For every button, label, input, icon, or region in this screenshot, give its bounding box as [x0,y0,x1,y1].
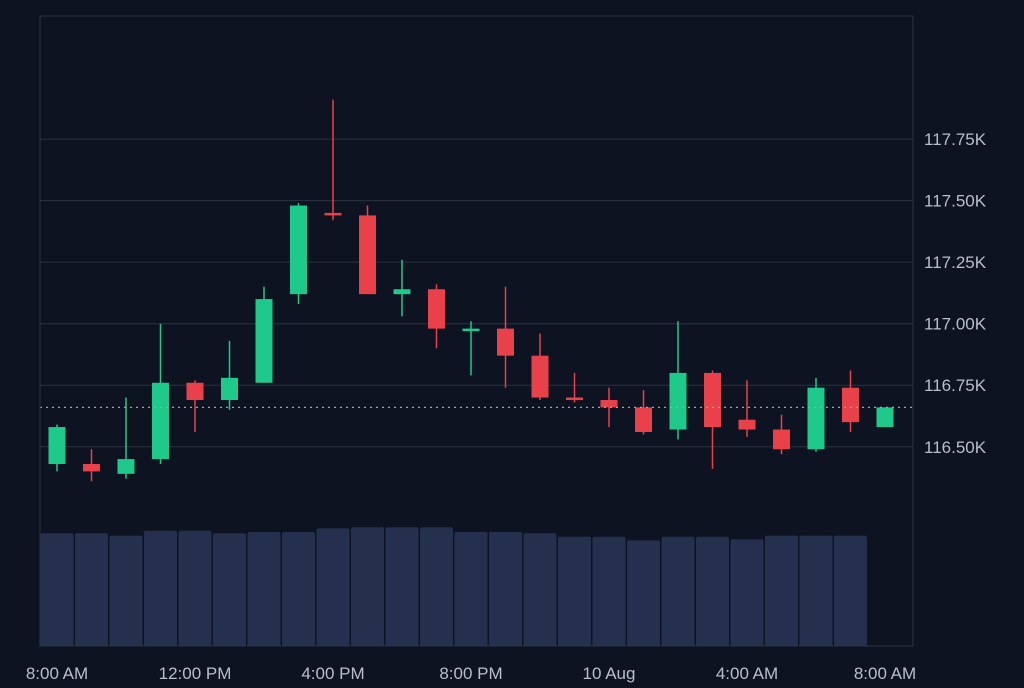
candle-up [117,397,135,479]
volume-bar [627,540,660,646]
candle-body [48,427,66,464]
candle-down [186,380,204,432]
candle-up [393,259,411,317]
x-tick-label: 8:00 AM [854,664,916,683]
candle-body [704,372,721,428]
candle-body [359,215,376,295]
volume-bar [247,532,281,646]
y-tick-label: 116.50K [924,438,987,457]
volume-bar [696,536,729,646]
candle-down [359,205,376,295]
candle-body [324,212,342,216]
candle-up [876,407,894,428]
candle-down [324,99,342,221]
candle-body [152,382,169,460]
volume-bar [178,530,212,646]
candle-body [497,328,514,356]
volume-bar [765,535,798,646]
x-tick-label: 8:00 AM [26,664,88,683]
volume-bar [834,535,867,646]
candles [48,99,894,482]
x-axis: 8:00 AM 12:00 PM 4:00 PM 8:00 PM 10 Aug 4:00 … [26,664,916,683]
y-tick-label: 116.75K [924,376,987,395]
y-axis: 116.50K 116.75K 117.00K 117.25K 117.50K 117.7… [924,130,987,457]
volume-bar [730,539,764,646]
volume-bar [75,533,108,646]
volume-bar [316,528,350,646]
candle-body [221,377,238,400]
candle-body [773,429,790,450]
volume-bars [40,527,867,646]
candle-body [669,372,687,430]
candle-body [600,400,618,408]
y-tick-label: 117.75K [924,130,987,149]
candle-up [255,286,273,383]
candle-down [773,414,790,455]
candle-down [600,387,618,428]
volume-bar [40,533,74,646]
candle-down [738,380,756,437]
candle-down [497,286,514,388]
candle-down [842,370,859,432]
candle-down [566,372,583,403]
candle-body [807,387,825,450]
volume-bar [799,535,833,646]
volume-bar [592,536,626,646]
candle-body [635,407,652,432]
candle-body [393,289,411,295]
candle-up [807,377,825,452]
candle-up [462,321,480,376]
candle-up [152,323,169,464]
candle-body [738,419,756,430]
volume-bar [282,532,315,646]
x-tick-label: 12:00 PM [159,664,232,683]
candle-down [83,449,100,482]
x-tick-label: 8:00 PM [439,664,502,683]
candle-body [428,289,445,329]
x-tick-label: 10 Aug [583,664,636,683]
y-tick-label: 117.50K [924,192,987,211]
candle-body [186,382,204,400]
x-tick-label: 4:00 PM [301,664,364,683]
y-tick-label: 117.00K [924,315,987,334]
candle-up [290,203,307,304]
candle-body [842,387,859,423]
volume-bar [489,532,522,646]
x-tick-label: 4:00 AM [716,664,778,683]
volume-bar [109,535,143,646]
volume-bar [213,533,246,646]
volume-bar [558,536,591,646]
candle-down [635,390,652,435]
volume-bar [385,527,419,646]
candle-body [117,459,135,474]
candle-body [531,355,549,398]
volume-bar [351,527,384,646]
volume-bar [454,532,488,646]
candle-up [48,424,66,472]
candle-body [290,205,307,295]
volume-bar [420,527,453,646]
y-tick-label: 117.25K [924,253,987,272]
candle-body [876,407,894,428]
candle-up [221,340,238,410]
plot-frame [39,15,914,647]
candle-body [83,464,100,472]
gridlines [40,138,913,448]
volume-bar [523,533,557,646]
candle-body [462,328,480,332]
candle-body [566,397,583,401]
candle-up [669,321,687,440]
candle-down [531,333,549,400]
candle-body [255,299,273,383]
candle-down [704,370,721,469]
volume-bar [661,536,695,646]
candle-down [428,284,445,349]
volume-bar [144,530,177,646]
